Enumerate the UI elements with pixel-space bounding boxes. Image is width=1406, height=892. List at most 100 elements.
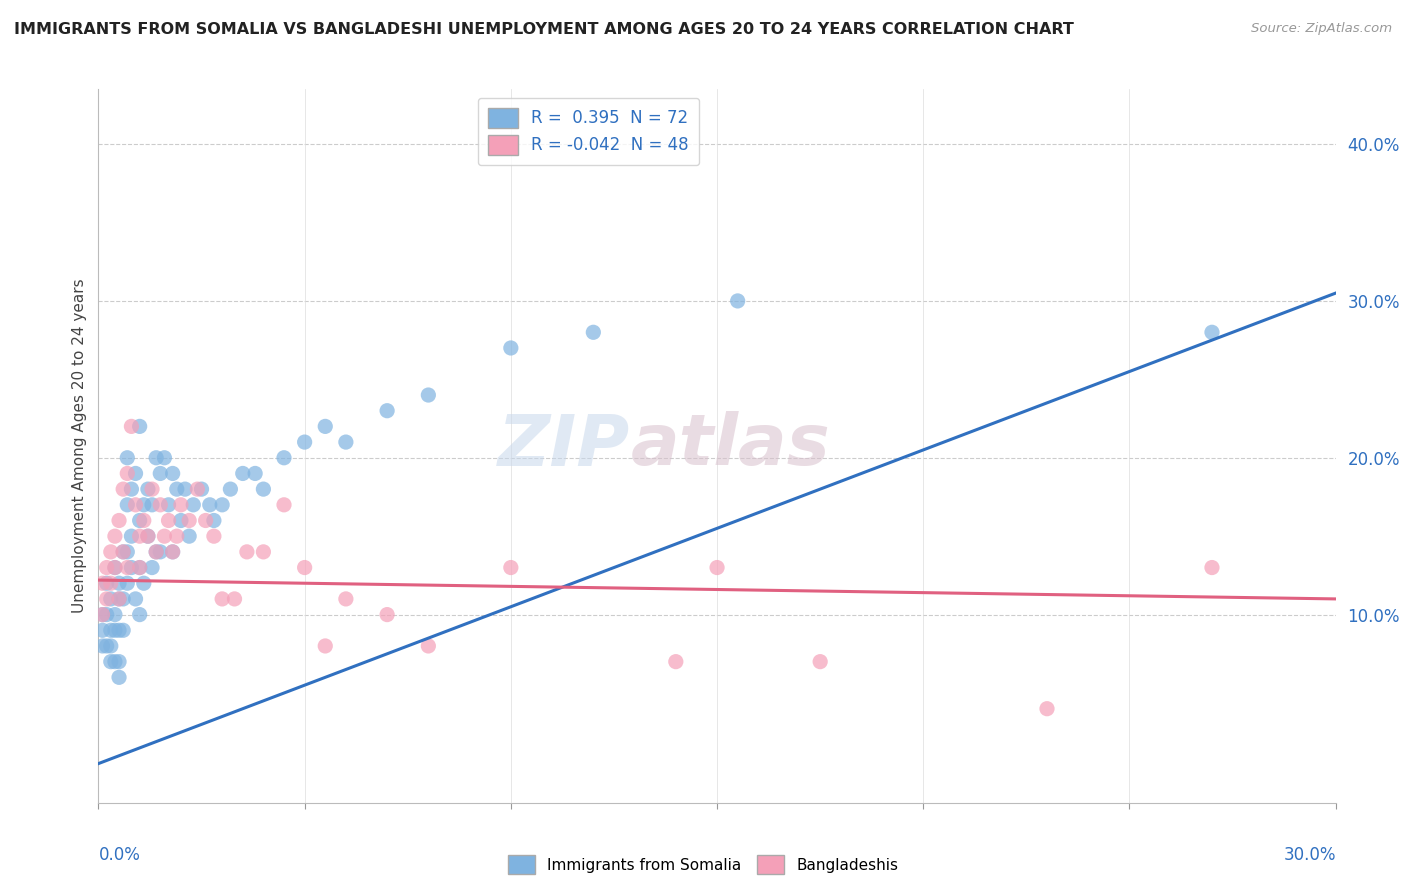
Point bbox=[153, 450, 176, 465]
Point bbox=[170, 514, 193, 528]
Point bbox=[117, 576, 139, 591]
Point bbox=[112, 545, 135, 559]
Point bbox=[236, 545, 259, 559]
Point bbox=[179, 514, 201, 528]
Point bbox=[145, 545, 167, 559]
Point bbox=[108, 591, 131, 606]
Point bbox=[202, 514, 225, 528]
Point bbox=[117, 560, 139, 574]
Point bbox=[141, 482, 163, 496]
Point bbox=[145, 450, 167, 465]
Point bbox=[314, 419, 336, 434]
Point bbox=[124, 467, 146, 481]
Point bbox=[120, 529, 142, 543]
Point bbox=[1201, 560, 1223, 574]
Point bbox=[104, 655, 127, 669]
Point bbox=[100, 639, 122, 653]
Point bbox=[91, 607, 114, 622]
Text: Source: ZipAtlas.com: Source: ZipAtlas.com bbox=[1251, 22, 1392, 36]
Point bbox=[198, 498, 221, 512]
Point bbox=[252, 482, 274, 496]
Point bbox=[112, 482, 135, 496]
Point bbox=[100, 545, 122, 559]
Point bbox=[108, 624, 131, 638]
Point bbox=[273, 498, 295, 512]
Point bbox=[243, 467, 266, 481]
Point bbox=[141, 498, 163, 512]
Point bbox=[582, 326, 605, 340]
Point bbox=[418, 639, 440, 653]
Point bbox=[141, 560, 163, 574]
Point bbox=[100, 576, 122, 591]
Point bbox=[706, 560, 728, 574]
Text: atlas: atlas bbox=[630, 411, 830, 481]
Point bbox=[149, 545, 172, 559]
Point bbox=[202, 529, 225, 543]
Point bbox=[375, 403, 398, 417]
Point bbox=[181, 498, 204, 512]
Point bbox=[190, 482, 212, 496]
Point bbox=[112, 624, 135, 638]
Point bbox=[808, 655, 831, 669]
Point bbox=[96, 560, 118, 574]
Point bbox=[91, 639, 114, 653]
Text: IMMIGRANTS FROM SOMALIA VS BANGLADESHI UNEMPLOYMENT AMONG AGES 20 TO 24 YEARS CO: IMMIGRANTS FROM SOMALIA VS BANGLADESHI U… bbox=[14, 22, 1074, 37]
Point bbox=[128, 607, 150, 622]
Point bbox=[117, 467, 139, 481]
Point bbox=[128, 419, 150, 434]
Point bbox=[96, 591, 118, 606]
Point bbox=[170, 498, 193, 512]
Point bbox=[294, 560, 316, 574]
Point bbox=[104, 607, 127, 622]
Point bbox=[219, 482, 242, 496]
Point bbox=[96, 607, 118, 622]
Point bbox=[132, 576, 155, 591]
Point bbox=[104, 624, 127, 638]
Point bbox=[232, 467, 254, 481]
Point bbox=[418, 388, 440, 402]
Y-axis label: Unemployment Among Ages 20 to 24 years: Unemployment Among Ages 20 to 24 years bbox=[72, 278, 87, 614]
Point bbox=[112, 591, 135, 606]
Point bbox=[145, 545, 167, 559]
Point bbox=[211, 498, 233, 512]
Point bbox=[174, 482, 197, 496]
Point bbox=[665, 655, 688, 669]
Point bbox=[100, 591, 122, 606]
Legend: R =  0.395  N = 72, R = -0.042  N = 48: R = 0.395 N = 72, R = -0.042 N = 48 bbox=[478, 97, 699, 165]
Point bbox=[273, 450, 295, 465]
Point bbox=[132, 498, 155, 512]
Point bbox=[132, 514, 155, 528]
Point bbox=[120, 482, 142, 496]
Point bbox=[124, 591, 146, 606]
Point bbox=[499, 560, 522, 574]
Point bbox=[1036, 702, 1059, 716]
Point bbox=[108, 514, 131, 528]
Point bbox=[128, 529, 150, 543]
Point bbox=[1201, 326, 1223, 340]
Point bbox=[117, 545, 139, 559]
Point bbox=[108, 591, 131, 606]
Point bbox=[157, 498, 180, 512]
Point bbox=[108, 655, 131, 669]
Point bbox=[153, 529, 176, 543]
Point bbox=[194, 514, 217, 528]
Point bbox=[211, 591, 233, 606]
Point bbox=[727, 293, 749, 308]
Point bbox=[91, 576, 114, 591]
Point bbox=[104, 529, 127, 543]
Point bbox=[100, 655, 122, 669]
Point bbox=[375, 607, 398, 622]
Point bbox=[224, 591, 246, 606]
Point bbox=[117, 498, 139, 512]
Point bbox=[104, 560, 127, 574]
Point bbox=[162, 467, 184, 481]
Point bbox=[166, 529, 188, 543]
Point bbox=[149, 498, 172, 512]
Point bbox=[186, 482, 208, 496]
Point bbox=[96, 639, 118, 653]
Point bbox=[91, 607, 114, 622]
Point bbox=[128, 560, 150, 574]
Point bbox=[314, 639, 336, 653]
Text: 30.0%: 30.0% bbox=[1284, 846, 1336, 863]
Point bbox=[120, 560, 142, 574]
